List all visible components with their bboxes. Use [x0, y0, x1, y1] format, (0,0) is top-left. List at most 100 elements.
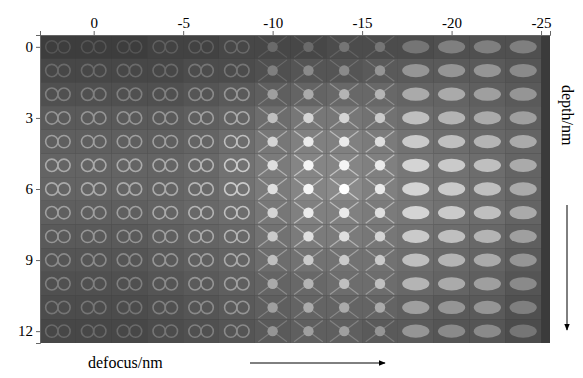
- tile: [398, 106, 434, 130]
- tile-background: [326, 82, 362, 106]
- blob: [510, 135, 537, 148]
- tile: [76, 106, 112, 130]
- blob: [474, 135, 501, 148]
- tile: [219, 296, 255, 320]
- x-tick-label: 0: [90, 15, 98, 31]
- ring: [46, 64, 58, 76]
- ring: [201, 230, 213, 242]
- ring: [189, 159, 201, 171]
- tile: [183, 177, 219, 201]
- tile: [505, 319, 541, 343]
- ring: [153, 278, 165, 290]
- spot: [375, 279, 385, 289]
- tile-background: [255, 319, 291, 343]
- spot: [303, 89, 313, 99]
- tile-background: [291, 201, 327, 225]
- ring: [201, 41, 213, 53]
- cross: [366, 155, 395, 176]
- blob: [402, 159, 429, 172]
- tile-background: [362, 319, 398, 343]
- tile: [362, 59, 398, 83]
- tile: [326, 59, 362, 83]
- y-tick-mark: [36, 189, 40, 190]
- ring: [153, 64, 165, 76]
- blob: [510, 325, 537, 338]
- tile: [362, 319, 398, 343]
- tile-background: [219, 35, 255, 59]
- ring: [153, 207, 165, 219]
- spot: [375, 89, 385, 99]
- tile-background: [362, 296, 398, 320]
- tile-background: [112, 82, 148, 106]
- cross: [294, 60, 323, 81]
- tile-background: [434, 272, 470, 296]
- ring: [117, 159, 129, 171]
- tile-background: [76, 106, 112, 130]
- tile: [362, 153, 398, 177]
- ring: [189, 230, 201, 242]
- tile-background: [291, 248, 327, 272]
- tile: [434, 201, 470, 225]
- ring: [237, 278, 249, 290]
- tile-background: [255, 153, 291, 177]
- tile-background: [469, 106, 505, 130]
- cross: [258, 36, 287, 57]
- tile-background: [76, 130, 112, 154]
- tile: [291, 106, 327, 130]
- spot: [267, 231, 277, 241]
- tile: [40, 225, 76, 249]
- x-axis-title: defocus/nm: [88, 354, 163, 371]
- tile-background: [147, 130, 183, 154]
- ring: [46, 112, 58, 124]
- tile-background: [434, 201, 470, 225]
- tile: [362, 296, 398, 320]
- blob: [474, 301, 501, 314]
- ring: [129, 64, 141, 76]
- tile-background: [147, 319, 183, 343]
- tile: [291, 272, 327, 296]
- tile: [434, 106, 470, 130]
- spot: [303, 207, 313, 217]
- tile-background: [219, 272, 255, 296]
- spot: [267, 113, 277, 123]
- tile: [76, 35, 112, 59]
- tile-background: [398, 130, 434, 154]
- cross: [366, 131, 395, 152]
- cross: [258, 297, 287, 318]
- ring: [165, 64, 177, 76]
- blob: [510, 88, 537, 101]
- ring: [94, 230, 106, 242]
- tile: [76, 153, 112, 177]
- ring: [189, 301, 201, 313]
- spot: [339, 89, 349, 99]
- x-tick: -25: [532, 15, 552, 35]
- ring: [237, 207, 249, 219]
- spot: [375, 184, 385, 194]
- ring: [117, 207, 129, 219]
- tile: [147, 248, 183, 272]
- x-tick: -5: [177, 15, 190, 35]
- tile-background: [362, 59, 398, 83]
- ring: [165, 41, 177, 53]
- ring: [117, 112, 129, 124]
- tile: [112, 201, 148, 225]
- tile-background: [469, 82, 505, 106]
- spot: [339, 160, 349, 170]
- tile: [147, 272, 183, 296]
- tile-background: [112, 248, 148, 272]
- x-tick: -20: [442, 15, 462, 35]
- tile: [76, 319, 112, 343]
- tile: [76, 59, 112, 83]
- tile: [434, 153, 470, 177]
- cross: [258, 202, 287, 223]
- ring: [58, 159, 70, 171]
- ring: [201, 88, 213, 100]
- tile-background: [40, 248, 76, 272]
- ring: [94, 278, 106, 290]
- tile-background: [147, 272, 183, 296]
- tile-background: [40, 225, 76, 249]
- tile-background: [469, 153, 505, 177]
- cross: [294, 226, 323, 247]
- spot: [339, 207, 349, 217]
- tile: [291, 201, 327, 225]
